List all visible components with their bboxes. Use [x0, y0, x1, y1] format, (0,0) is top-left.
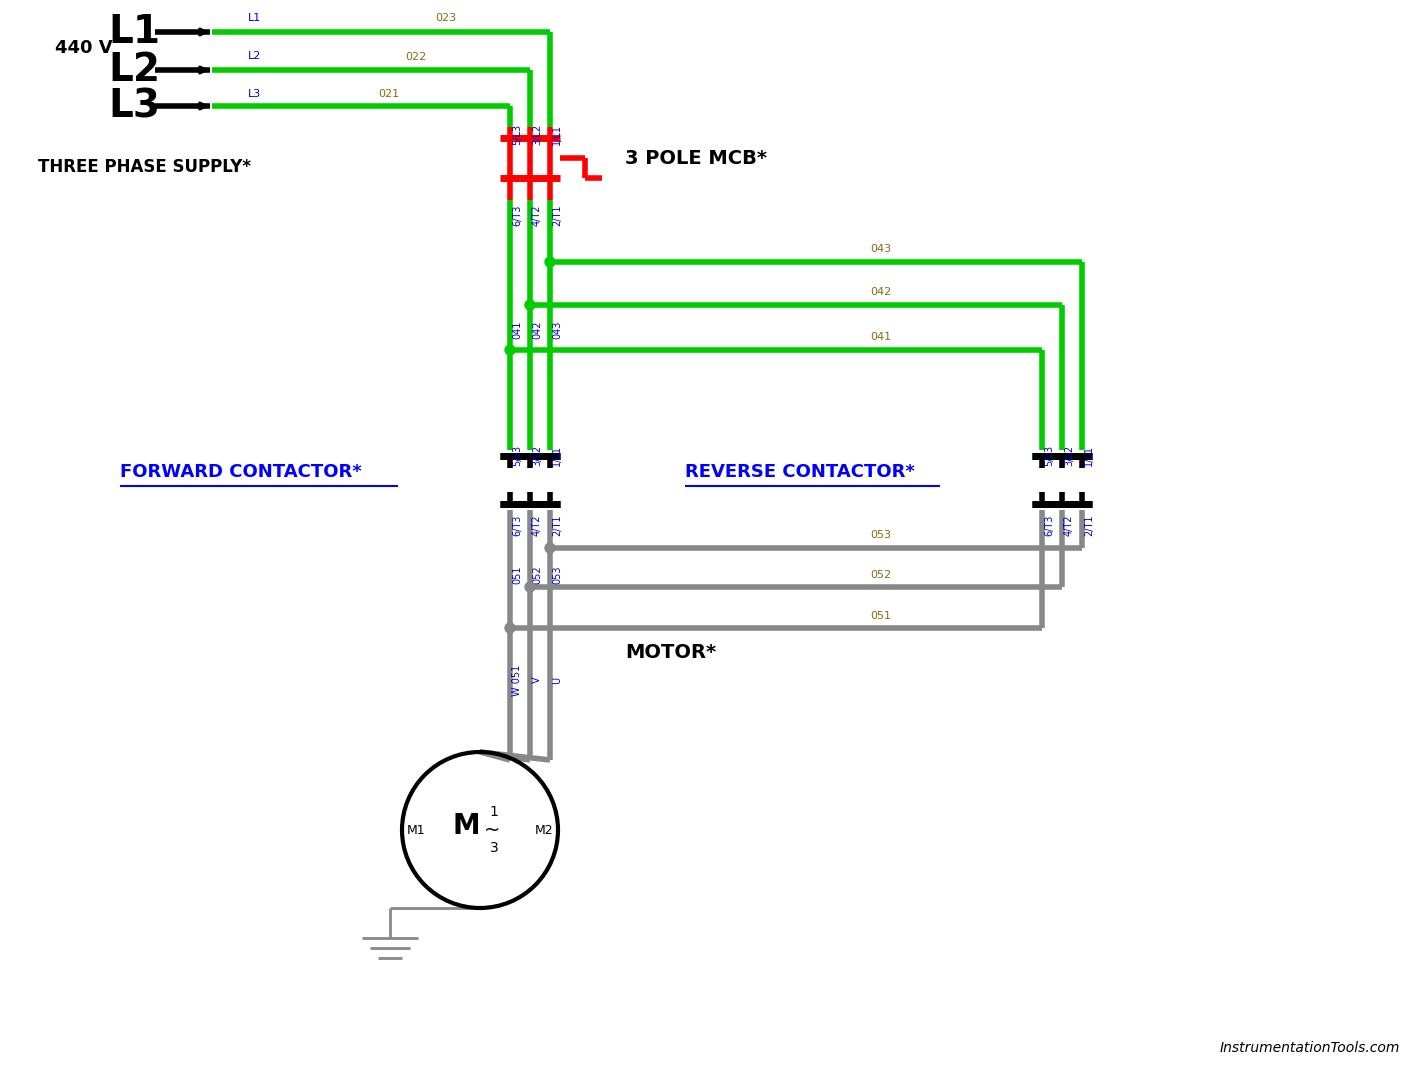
- Text: U: U: [553, 676, 563, 684]
- Text: L2: L2: [109, 51, 160, 89]
- Text: 041: 041: [513, 321, 523, 339]
- Text: 440 V: 440 V: [56, 39, 113, 57]
- Text: 052: 052: [533, 566, 543, 584]
- Circle shape: [526, 300, 536, 310]
- Text: M2: M2: [534, 823, 553, 836]
- Text: 4/T2: 4/T2: [533, 515, 543, 536]
- Text: 1/L1: 1/L1: [553, 445, 563, 466]
- Circle shape: [545, 544, 555, 553]
- Text: FORWARD CONTACTOR*: FORWARD CONTACTOR*: [120, 463, 361, 481]
- Text: 051: 051: [513, 566, 523, 584]
- Text: 4/T2: 4/T2: [533, 205, 543, 226]
- Text: THREE PHASE SUPPLY*: THREE PHASE SUPPLY*: [39, 158, 251, 176]
- Text: 042: 042: [870, 287, 891, 297]
- Circle shape: [545, 257, 555, 267]
- Circle shape: [506, 345, 516, 355]
- Text: 042: 042: [533, 321, 543, 339]
- Text: 5/L3: 5/L3: [513, 445, 523, 466]
- Text: REVERSE CONTACTOR*: REVERSE CONTACTOR*: [685, 463, 915, 481]
- Text: 051: 051: [870, 611, 891, 621]
- Text: M1: M1: [407, 823, 426, 836]
- Text: 2/T1: 2/T1: [553, 205, 563, 226]
- Text: L2: L2: [248, 51, 261, 61]
- Text: V: V: [533, 676, 543, 683]
- Text: 2/T1: 2/T1: [1084, 515, 1094, 536]
- Text: 6/T3: 6/T3: [1044, 515, 1054, 536]
- Text: 023: 023: [436, 13, 456, 23]
- Text: 043: 043: [870, 244, 891, 254]
- Circle shape: [526, 582, 536, 592]
- Text: L1: L1: [248, 13, 261, 23]
- Text: MOTOR*: MOTOR*: [625, 642, 715, 661]
- Text: 3 POLE MCB*: 3 POLE MCB*: [625, 149, 767, 167]
- Text: L1: L1: [109, 13, 160, 51]
- Text: 052: 052: [870, 570, 891, 580]
- Text: 1/L1: 1/L1: [553, 124, 563, 145]
- Text: 1/L1: 1/L1: [1084, 445, 1094, 466]
- Text: 3/L2: 3/L2: [533, 124, 543, 145]
- Text: L3: L3: [248, 89, 261, 99]
- Text: 5/L3: 5/L3: [513, 124, 523, 145]
- Text: 3/L2: 3/L2: [1064, 445, 1074, 466]
- Text: 041: 041: [870, 332, 891, 342]
- Text: 053: 053: [553, 566, 563, 584]
- Text: M: M: [453, 812, 480, 840]
- Text: 021: 021: [378, 89, 398, 99]
- Text: 022: 022: [406, 53, 426, 62]
- Text: W 051: W 051: [513, 665, 523, 696]
- Text: L3: L3: [109, 87, 160, 125]
- Text: 6/T3: 6/T3: [513, 205, 523, 226]
- Text: InstrumentationTools.com: InstrumentationTools.com: [1220, 1041, 1399, 1055]
- Text: ~: ~: [484, 820, 500, 839]
- Text: 6/T3: 6/T3: [513, 515, 523, 536]
- Text: 4/T2: 4/T2: [1064, 515, 1074, 536]
- Text: 043: 043: [553, 321, 563, 339]
- Text: 053: 053: [870, 530, 891, 540]
- Text: 3/L2: 3/L2: [533, 445, 543, 466]
- Text: 1: 1: [490, 805, 498, 819]
- Text: 5/L3: 5/L3: [1044, 445, 1054, 466]
- Text: 2/T1: 2/T1: [553, 515, 563, 536]
- Circle shape: [506, 623, 516, 632]
- Text: 3: 3: [490, 842, 498, 855]
